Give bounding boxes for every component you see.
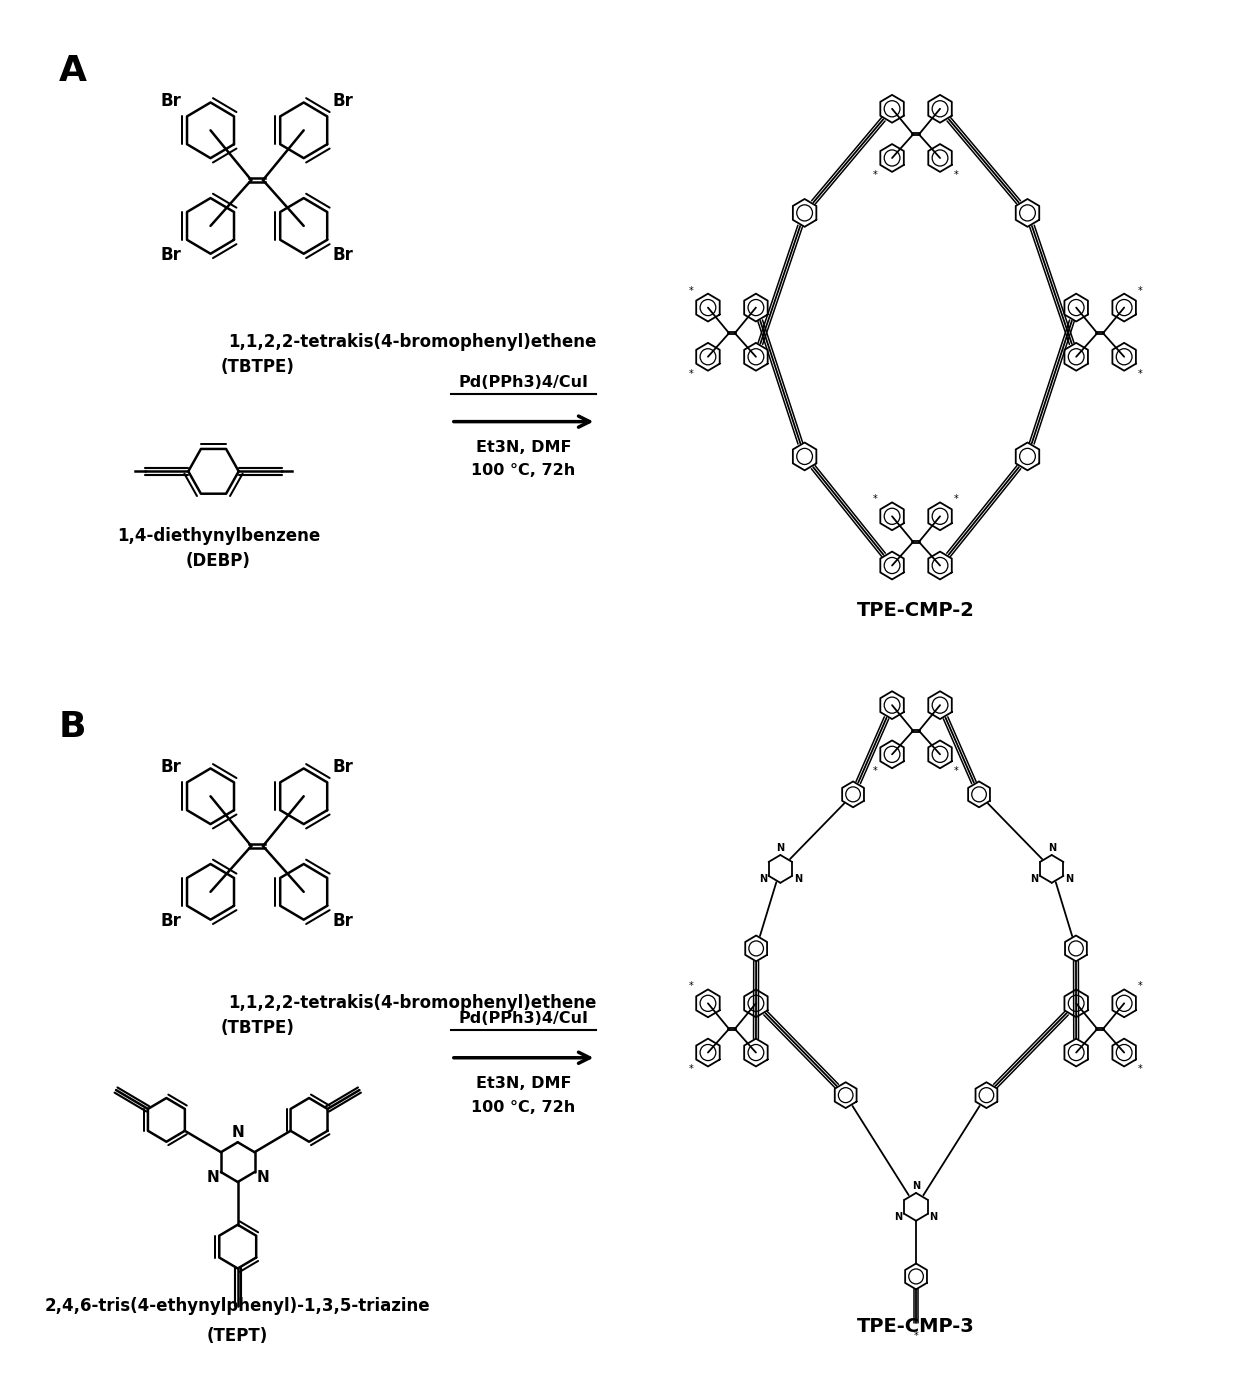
Text: Br: Br [161, 758, 182, 776]
Text: 1,1,2,2-tetrakis(4-bromophenyl)ethene: 1,1,2,2-tetrakis(4-bromophenyl)ethene [228, 994, 596, 1011]
Text: *: * [914, 1331, 919, 1341]
Text: *: * [1138, 369, 1143, 379]
Text: N: N [759, 875, 766, 885]
Text: (TEPT): (TEPT) [207, 1327, 268, 1345]
Text: N: N [911, 1181, 920, 1191]
Text: TPE-CMP-2: TPE-CMP-2 [857, 601, 975, 620]
Text: Br: Br [161, 912, 182, 930]
Text: N: N [776, 843, 785, 853]
Text: N: N [1048, 843, 1055, 853]
Text: 100 °C, 72h: 100 °C, 72h [471, 1100, 575, 1115]
Text: N: N [794, 875, 802, 885]
Text: *: * [689, 369, 694, 379]
Text: *: * [689, 981, 694, 991]
Text: *: * [873, 766, 878, 776]
Text: A: A [58, 54, 87, 88]
Text: Et3N, DMF: Et3N, DMF [476, 440, 572, 455]
Text: Br: Br [332, 758, 353, 776]
Text: *: * [1138, 1064, 1143, 1075]
Text: *: * [1138, 981, 1143, 991]
Text: *: * [873, 169, 878, 181]
Text: N: N [257, 1170, 269, 1185]
Text: N: N [930, 1213, 937, 1222]
Text: Et3N, DMF: Et3N, DMF [476, 1076, 572, 1090]
Text: Br: Br [161, 247, 182, 265]
Text: Br: Br [332, 92, 353, 110]
Text: Br: Br [332, 912, 353, 930]
Text: Pd(PPh3)4/CuI: Pd(PPh3)4/CuI [459, 1011, 589, 1027]
Text: 100 °C, 72h: 100 °C, 72h [471, 463, 575, 478]
Text: (TBTPE): (TBTPE) [221, 358, 294, 376]
Text: N: N [232, 1124, 244, 1140]
Text: Br: Br [332, 247, 353, 265]
Text: *: * [954, 169, 959, 181]
Text: Pd(PPh3)4/CuI: Pd(PPh3)4/CuI [459, 375, 589, 390]
Text: N: N [1065, 875, 1074, 885]
Text: TPE-CMP-3: TPE-CMP-3 [857, 1316, 975, 1335]
Text: 1,4-diethynylbenzene: 1,4-diethynylbenzene [117, 526, 320, 544]
Text: Br: Br [161, 92, 182, 110]
Text: *: * [954, 495, 959, 504]
Text: N: N [894, 1213, 903, 1222]
Text: *: * [1138, 285, 1143, 296]
Text: (DEBP): (DEBP) [186, 551, 250, 569]
Text: N: N [1030, 875, 1038, 885]
Text: 2,4,6-tris(4-ethynylphenyl)-1,3,5-triazine: 2,4,6-tris(4-ethynylphenyl)-1,3,5-triazi… [45, 1297, 430, 1315]
Text: B: B [58, 710, 86, 744]
Text: *: * [954, 766, 959, 776]
Text: *: * [689, 1064, 694, 1075]
Text: *: * [873, 495, 878, 504]
Text: 1,1,2,2-tetrakis(4-bromophenyl)ethene: 1,1,2,2-tetrakis(4-bromophenyl)ethene [228, 333, 596, 351]
Text: (TBTPE): (TBTPE) [221, 1018, 294, 1036]
Text: *: * [689, 285, 694, 296]
Text: N: N [206, 1170, 219, 1185]
